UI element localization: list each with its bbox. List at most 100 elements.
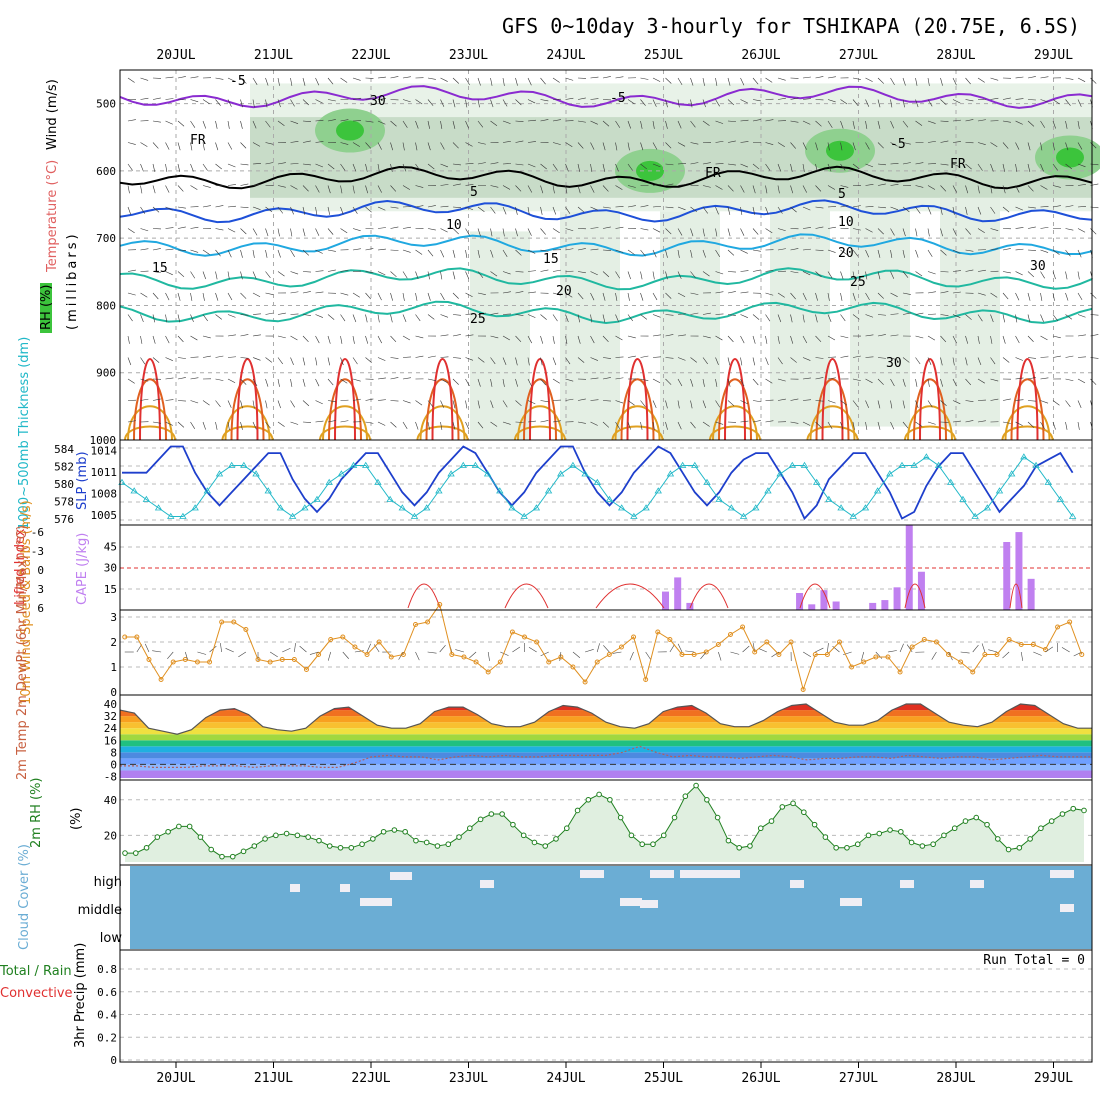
cloud-level-label: high — [94, 875, 122, 890]
wind-barb — [190, 292, 193, 301]
contour-label: 10 — [838, 215, 854, 230]
isotherm-loop — [416, 425, 469, 441]
wind-barb — [1077, 314, 1086, 318]
wind-barb — [590, 399, 599, 401]
wind-speed-point — [606, 652, 612, 657]
cape-bar — [820, 590, 828, 610]
wind-barb — [515, 271, 524, 273]
wind-barb — [827, 400, 836, 404]
wind-barb — [202, 314, 208, 322]
rh-point — [973, 814, 980, 821]
temp-band — [120, 704, 1092, 711]
wind-barb — [290, 228, 293, 237]
wind-barb — [140, 228, 149, 232]
wind-barb — [477, 120, 484, 128]
wind-barb — [652, 205, 661, 208]
isotherm-loop — [821, 358, 844, 441]
wind-barb — [802, 399, 811, 401]
wind-barb — [577, 357, 585, 363]
wind-barb — [702, 120, 710, 126]
wind-barb — [327, 163, 335, 170]
wind-barb — [515, 357, 518, 366]
wind-barb — [427, 292, 431, 301]
wind-barb — [890, 142, 898, 147]
wind-barb — [727, 271, 737, 273]
thickness-point — [959, 495, 967, 502]
wind-barb — [252, 249, 255, 258]
contour-label: 20 — [556, 284, 572, 299]
wind-barb — [140, 77, 149, 81]
wind-barb — [1015, 98, 1024, 100]
wind-barb — [977, 378, 985, 384]
temp-band — [120, 710, 1092, 717]
wind-barb — [277, 185, 286, 188]
wind-barb — [377, 357, 386, 361]
wind-barb — [352, 97, 361, 100]
wind-barb — [152, 248, 161, 251]
wind-barb — [615, 142, 618, 151]
wind-barb — [1077, 356, 1086, 358]
rh-point — [520, 832, 527, 839]
wind-barb — [415, 314, 421, 322]
wind-barb — [877, 292, 884, 299]
wind-barb — [290, 357, 294, 365]
wind-barb — [552, 206, 557, 215]
wind-barb — [677, 334, 686, 337]
wind-barb — [665, 99, 668, 108]
date-label-bottom: 26JUL — [741, 1071, 780, 1086]
wind-barb — [927, 378, 930, 387]
wind-barb — [1002, 335, 1006, 344]
wind-barb — [477, 312, 486, 315]
temp-band — [120, 770, 1092, 778]
wind-barb — [1077, 184, 1086, 186]
wind-barb — [727, 228, 731, 237]
cape-bar — [881, 600, 889, 610]
wind-barb — [765, 378, 773, 384]
wind-barb — [365, 271, 374, 274]
wind-barb — [627, 271, 631, 280]
wind-barb — [702, 206, 709, 214]
wind-barb — [527, 163, 536, 168]
wind-barb — [727, 249, 735, 256]
wind-barb — [802, 377, 811, 380]
wind-barb — [615, 226, 624, 229]
wind-barb — [402, 335, 411, 341]
wind-barb — [690, 312, 699, 315]
wind-barb — [197, 651, 207, 655]
wind-barb — [240, 378, 247, 385]
wind-barb — [715, 120, 724, 124]
contour-label: 15 — [543, 252, 559, 267]
wind-barb — [440, 334, 449, 337]
wind-barb — [290, 163, 299, 165]
wind-barb — [965, 314, 972, 320]
rh-point — [585, 796, 592, 803]
date-label-top: 29JUL — [1034, 48, 1073, 63]
wind-barb — [602, 292, 606, 301]
slp-tick-label: 1008 — [91, 488, 118, 501]
wind-barb — [540, 119, 549, 122]
wind-barb — [615, 421, 620, 429]
thickness-point — [654, 487, 662, 494]
wind-barb — [590, 206, 598, 211]
wind-barb — [465, 99, 468, 108]
wind-barb — [302, 185, 309, 192]
wind-barb — [1065, 355, 1074, 358]
wind-speed-point — [849, 664, 855, 670]
wind-barb — [327, 99, 336, 102]
cloud-block — [370, 898, 392, 906]
wind-barb — [865, 184, 874, 186]
wind-barb — [602, 421, 610, 428]
y-tick-label: 1000 — [90, 434, 117, 447]
rh-point — [790, 800, 796, 807]
wind-barb — [515, 140, 524, 143]
wind-barb — [427, 249, 434, 257]
wind-barb — [640, 271, 643, 280]
rh-point — [1027, 836, 1033, 842]
wind-tick-label: 3 — [110, 611, 117, 624]
wind-barb — [452, 77, 460, 84]
wind-barb — [527, 228, 532, 236]
rh-plot — [120, 782, 1092, 862]
wind-barb — [690, 378, 694, 387]
wind-barb — [302, 163, 311, 166]
rh-point — [779, 804, 786, 810]
